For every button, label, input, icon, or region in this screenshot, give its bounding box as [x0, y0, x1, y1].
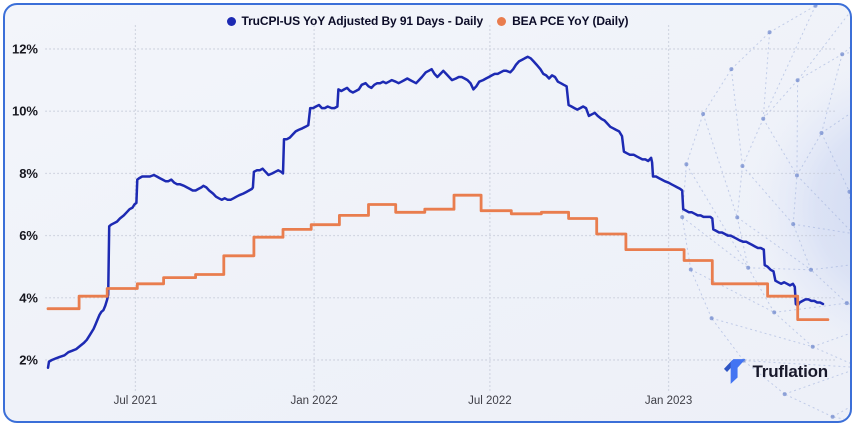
- mesh-line: [731, 31, 770, 70]
- mesh-line: [736, 216, 812, 271]
- mesh-node-dot: [851, 232, 852, 236]
- x-axis-tick-label: Jan 2023: [645, 395, 692, 407]
- mesh-node-dot: [813, 5, 818, 8]
- mesh-line: [797, 11, 850, 81]
- mesh-node-dot: [847, 189, 850, 194]
- legend-dot-trucpi-icon: [226, 16, 236, 26]
- mesh-line: [762, 79, 798, 120]
- chart-card: 2% 4% 6% 8% 10% 12% Jul 2021 Jan 2022 Jul 2022 Ja…: [3, 3, 852, 423]
- mesh-line: [711, 317, 744, 361]
- mesh-line: [821, 132, 850, 192]
- x-axis-tick-label: Jul 2022: [468, 395, 511, 407]
- mesh-line: [681, 164, 687, 218]
- mesh-line: [769, 5, 816, 33]
- mesh-line: [821, 54, 843, 134]
- mesh-line: [796, 132, 822, 176]
- chart-svg: 2% 4% 6% 8% 10% 12% Jul 2021 Jan 2022 Jul 2022 Ja…: [12, 5, 852, 421]
- mesh-line: [681, 217, 692, 270]
- y-axis-tick-label: 6%: [19, 228, 38, 243]
- mesh-line: [748, 267, 812, 271]
- mesh-node-dot: [772, 310, 777, 315]
- plot-area: 2% 4% 6% 8% 10% 12% Jul 2021 Jan 2022 Jul 2022 Ja…: [12, 25, 839, 407]
- series-line-trucpi: [46, 55, 825, 370]
- mesh-line: [762, 5, 816, 119]
- mesh-node-dot: [830, 414, 835, 419]
- y-axis-tick-label: 12%: [12, 42, 38, 57]
- globe-glow-decoration: [744, 58, 850, 358]
- x-axis-tick-label: Jan 2022: [290, 395, 337, 407]
- mesh-node-dot: [701, 111, 706, 116]
- mesh-node-dot: [684, 162, 689, 167]
- mesh-line: [784, 393, 833, 418]
- legend-item-trucpi[interactable]: TruCPI-US YoY Adjusted By 91 Days - Dail…: [226, 14, 484, 28]
- mesh-node-dot: [688, 267, 693, 272]
- mesh-line: [685, 164, 749, 269]
- mesh-line: [762, 118, 798, 176]
- mesh-node-dot: [767, 30, 772, 35]
- mesh-line: [774, 302, 847, 313]
- x-axis-tick-label: Jul 2021: [114, 395, 157, 407]
- mesh-line: [841, 46, 850, 55]
- y-axis-tick-label: 8%: [19, 166, 38, 181]
- mesh-line: [815, 5, 820, 7]
- legend-label-trucpi: TruCPI-US YoY Adjusted By 91 Days - Dail…: [241, 14, 484, 28]
- mesh-node-dot: [680, 215, 685, 220]
- mesh-line: [747, 267, 775, 313]
- mesh-line: [810, 269, 848, 304]
- globe-mesh-decoration: [680, 5, 852, 421]
- mesh-line: [812, 346, 850, 364]
- legend-label-bea: BEA PCE YoY (Daily): [512, 14, 629, 28]
- mesh-line: [736, 165, 743, 218]
- mesh-line: [793, 223, 850, 234]
- mesh-line: [792, 223, 812, 270]
- mesh-line: [685, 113, 704, 165]
- mesh-node-dot: [735, 215, 740, 220]
- mesh-line: [743, 360, 785, 395]
- mesh-node-dot: [709, 316, 714, 321]
- legend: TruCPI-US YoY Adjusted By 91 Days - Dail…: [5, 14, 850, 28]
- mesh-line: [690, 269, 713, 319]
- mesh-node-dot: [844, 301, 849, 306]
- truflation-logo-mark-icon: [723, 359, 745, 384]
- mesh-line: [842, 52, 850, 55]
- mesh-line: [832, 406, 850, 418]
- y-axis-tick-label: 4%: [19, 290, 38, 305]
- mesh-node-dot: [740, 163, 745, 168]
- mesh-line: [796, 175, 850, 231]
- mesh-line: [730, 69, 743, 167]
- mesh-node-dot: [782, 392, 787, 397]
- mesh-line: [690, 269, 775, 313]
- mesh-line: [792, 175, 798, 225]
- mesh-line: [796, 80, 799, 176]
- mesh-line: [702, 68, 732, 115]
- mesh-line: [681, 216, 749, 269]
- mesh-line: [784, 370, 850, 395]
- y-axis-tick-label: 10%: [12, 104, 38, 119]
- truflation-logo[interactable]: Truflation: [723, 358, 828, 385]
- legend-item-bea[interactable]: BEA PCE YoY (Daily): [497, 14, 629, 28]
- mesh-line: [741, 118, 764, 167]
- mesh-line: [797, 53, 843, 81]
- truflation-logo-text: Truflation: [752, 361, 829, 381]
- y-axis-tick-label: 2%: [19, 353, 38, 368]
- mesh-line: [832, 416, 850, 421]
- series-line-bea: [46, 193, 830, 321]
- mesh-node-dot: [729, 67, 734, 72]
- mesh-line: [762, 32, 771, 119]
- legend-dot-bea-icon: [497, 16, 507, 26]
- mesh-line: [702, 113, 738, 218]
- mesh-line: [773, 312, 814, 348]
